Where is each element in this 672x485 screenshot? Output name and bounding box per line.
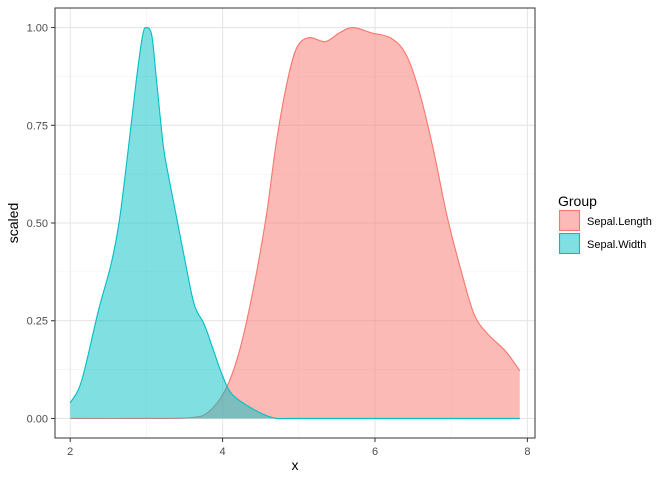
x-axis: 2 4 6 8 xyxy=(67,438,530,458)
x-tick-label: 2 xyxy=(67,446,73,458)
legend-label: Sepal.Width xyxy=(587,239,646,251)
y-axis: 0.00 0.25 0.50 0.75 1.00 xyxy=(27,23,55,425)
area-sepal-width xyxy=(70,27,520,419)
y-tick-label: 0.00 xyxy=(27,413,48,425)
x-tick-label: 6 xyxy=(372,446,378,458)
x-axis-label: x xyxy=(292,457,299,473)
legend-key xyxy=(558,209,581,232)
x-tick-label: 4 xyxy=(220,446,226,458)
y-tick-label: 0.75 xyxy=(27,120,48,132)
y-tick-label: 0.25 xyxy=(27,316,48,328)
legend-title: Group xyxy=(558,193,597,209)
legend: Group Sepal.Length Sepal.Width xyxy=(558,193,652,255)
line-sepal-width xyxy=(69,26,520,420)
y-axis-label: scaled xyxy=(5,203,21,243)
legend-key xyxy=(558,232,581,255)
x-tick-label: 8 xyxy=(524,446,530,458)
area-sepal-length xyxy=(70,27,520,419)
y-tick-label: 0.50 xyxy=(27,218,48,230)
legend-label: Sepal.Length xyxy=(587,216,652,228)
series-areas xyxy=(69,26,521,420)
y-tick-label: 1.00 xyxy=(27,23,48,35)
